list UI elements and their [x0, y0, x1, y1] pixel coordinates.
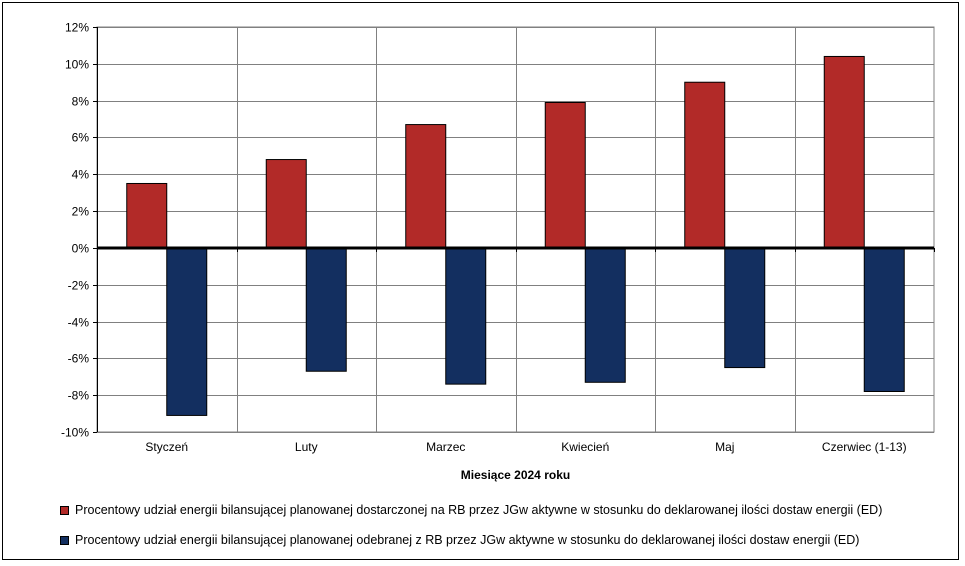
x-tick-label: Czerwiec (1-13) [822, 440, 907, 454]
y-tick-label: -6% [68, 352, 90, 366]
bar-received [166, 247, 208, 416]
legend: Procentowy udział energii bilansującej p… [60, 500, 882, 560]
x-axis-title: Miesiące 2024 roku [461, 468, 570, 482]
bar-delivered [823, 55, 865, 249]
y-tick-label: -8% [68, 389, 90, 403]
y-tick-label: 10% [65, 58, 89, 72]
legend-label-received: Procentowy udział energii bilansującej p… [75, 533, 860, 547]
y-tick-label: -10% [61, 426, 89, 440]
plot-area [96, 26, 935, 433]
y-tick-label: 8% [72, 95, 90, 109]
bar-received [584, 247, 626, 383]
y-tick-label: 2% [72, 205, 90, 219]
legend-item-received: Procentowy udział energii bilansującej p… [60, 530, 882, 550]
x-tick-label: Maj [715, 440, 734, 454]
y-tick-label: -2% [68, 279, 90, 293]
legend-swatch-received [60, 535, 69, 545]
x-tick-label: Marzec [426, 440, 465, 454]
x-tick-label: Styczeń [145, 440, 188, 454]
bar-received [724, 247, 766, 369]
legend-swatch-delivered [60, 505, 69, 515]
bar-delivered [265, 159, 307, 249]
bar-delivered [405, 124, 447, 249]
bar-received [305, 247, 347, 372]
y-tick-label: 0% [72, 242, 90, 256]
x-tick-label: Luty [295, 440, 318, 454]
y-tick-label: 6% [72, 131, 90, 145]
legend-label-delivered: Procentowy udział energii bilansującej p… [75, 503, 883, 517]
y-tick-label: 12% [65, 21, 89, 35]
y-tick-label: -4% [68, 316, 90, 330]
legend-item-delivered: Procentowy udział energii bilansującej p… [60, 500, 882, 520]
bar-delivered [126, 182, 168, 249]
y-tick-label: 4% [72, 168, 90, 182]
bar-received [863, 247, 905, 392]
x-tick-label: Kwiecień [561, 440, 609, 454]
bar-delivered [544, 101, 586, 249]
bar-received [445, 247, 487, 385]
bar-delivered [684, 81, 726, 249]
